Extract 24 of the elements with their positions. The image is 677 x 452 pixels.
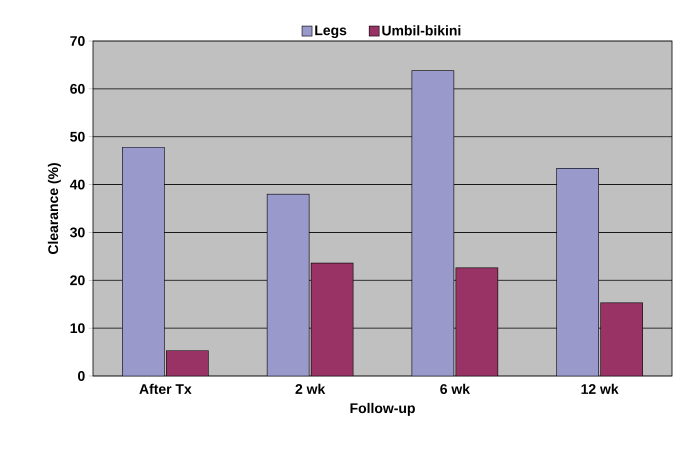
bar	[600, 302, 643, 376]
bar	[310, 262, 354, 376]
x-tick-label: After Tx	[139, 384, 192, 394]
y-tick-label: 70	[70, 36, 85, 46]
y-tick-label: 20	[70, 275, 85, 286]
bar	[412, 70, 454, 376]
y-tick-label: 50	[70, 132, 85, 142]
y-axis-title: Clearance (%)	[48, 163, 61, 254]
bar	[122, 146, 165, 376]
x-tick-label: 6 wk	[440, 384, 470, 394]
y-tick-label: 30	[70, 227, 85, 238]
bar	[166, 350, 209, 376]
legend-label: Legs	[315, 25, 346, 38]
legend-label: Umbil-bikini	[382, 25, 460, 36]
y-tick-label: 60	[70, 84, 85, 94]
bar	[556, 168, 599, 376]
x-tick-label: 2 wk	[295, 384, 326, 394]
bar	[456, 268, 498, 376]
bar	[266, 194, 310, 376]
x-axis-title: Follow-up	[350, 402, 415, 416]
y-tick-label: 0	[78, 371, 85, 381]
y-tick-label: 40	[70, 180, 85, 190]
x-tick-label: 12 wk	[582, 384, 619, 394]
y-tick-label: 10	[70, 323, 85, 334]
